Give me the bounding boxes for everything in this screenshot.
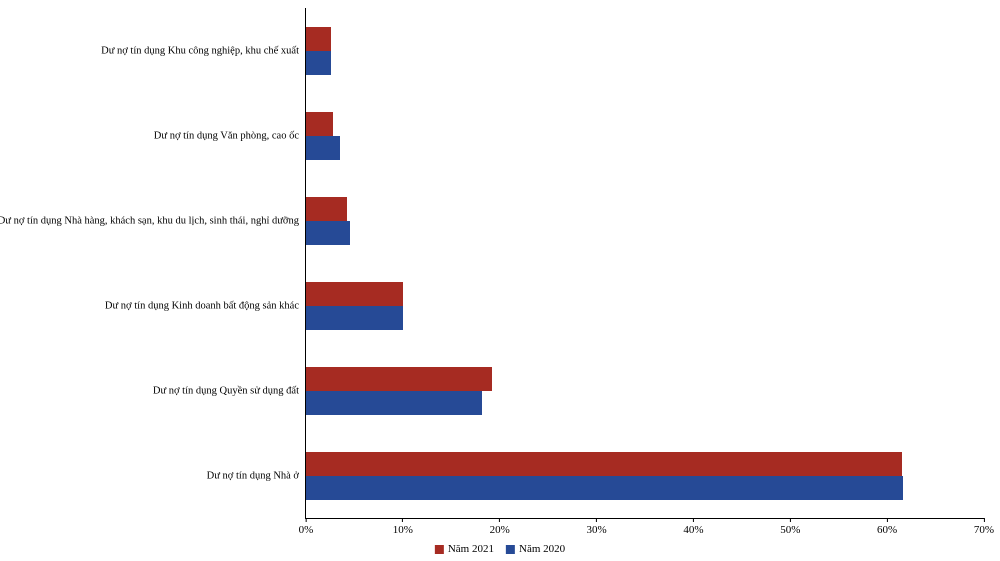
tick-mark (305, 518, 307, 522)
bar-rows: Dư nợ tín dụng Khu công nghiệp, khu chế … (0, 8, 984, 518)
x-axis-tick: 30% (586, 518, 607, 536)
bar-năm-2020 (306, 475, 903, 500)
legend-label: Năm 2021 (447, 543, 494, 555)
category-label: Dư nợ tín dụng Quyền sử dụng đất (152, 385, 299, 396)
x-axis-tick: 20% (490, 518, 510, 536)
legend-swatch (506, 544, 515, 554)
category-label: Dư nợ tín dụng Khu công nghiệp, khu chế … (101, 45, 299, 56)
bar-năm-2021 (306, 111, 334, 136)
tick-label: 10% (392, 524, 413, 536)
x-axis-tick: 10% (393, 518, 413, 536)
legend-swatch (434, 544, 444, 554)
bar-năm-2020 (306, 135, 340, 160)
bar-group: Dư nợ tín dụng Nhà ở (207, 433, 984, 518)
legend-label: Năm 2020 (519, 543, 566, 555)
x-axis-tick: 60% (877, 518, 897, 536)
bar-năm-2021 (306, 451, 902, 476)
bar-năm-2020 (306, 220, 350, 245)
tick-mark (692, 518, 694, 522)
tick-mark (789, 518, 791, 522)
category-label: Dư nợ tín dụng Nhà ở (206, 470, 299, 481)
bar-group: Dư nợ tín dụng Nhà hàng, khách sạn, khu … (0, 178, 984, 263)
tick-label: 40% (683, 524, 704, 536)
bar-năm-2020 (306, 390, 483, 415)
bar-năm-2020 (306, 305, 403, 330)
bar-năm-2021 (306, 366, 492, 391)
tick-mark (402, 518, 404, 522)
bar-năm-2020 (306, 50, 332, 75)
bar-năm-2021 (306, 281, 403, 306)
tick-mark (499, 518, 501, 522)
plot-area: Dư nợ tín dụng Khu công nghiệp, khu chế … (0, 8, 994, 536)
bar-group: Dư nợ tín dụng Văn phòng, cao ốc (154, 93, 984, 178)
x-axis-tick: 70% (974, 518, 994, 536)
tick-mark (983, 518, 985, 522)
tick-mark (886, 518, 888, 522)
x-axis-tick: 40% (683, 518, 704, 536)
tick-label: 60% (877, 524, 898, 536)
category-label: Dư nợ tín dụng Nhà hàng, khách sạn, khu … (0, 215, 299, 226)
bar-group: Dư nợ tín dụng Khu công nghiệp, khu chế … (101, 8, 984, 93)
tick-label: 0% (298, 524, 314, 536)
bar-năm-2021 (306, 196, 347, 221)
tick-label: 70% (973, 524, 995, 536)
tick-label: 50% (780, 524, 801, 536)
x-axis-tick: 50% (780, 518, 800, 536)
tick-label: 20% (489, 524, 510, 536)
tick-mark (596, 518, 598, 522)
bar-năm-2021 (306, 26, 332, 51)
category-label: Dư nợ tín dụng Kinh doanh bất động sản k… (104, 300, 299, 311)
legend-item: Năm 2021 (434, 543, 494, 555)
x-axis-tick: 0% (298, 518, 314, 536)
bar-group: Dư nợ tín dụng Kinh doanh bất động sản k… (105, 263, 984, 348)
legend: Năm 2021 Năm 2020 (434, 543, 565, 555)
legend-item: Năm 2020 (506, 543, 565, 555)
bar-group: Dư nợ tín dụng Quyền sử dụng đất (153, 348, 984, 433)
tick-label: 30% (586, 524, 607, 536)
category-label: Dư nợ tín dụng Văn phòng, cao ốc (153, 130, 299, 141)
